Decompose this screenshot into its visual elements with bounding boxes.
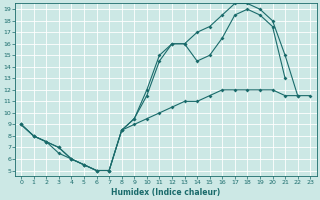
X-axis label: Humidex (Indice chaleur): Humidex (Indice chaleur): [111, 188, 220, 197]
